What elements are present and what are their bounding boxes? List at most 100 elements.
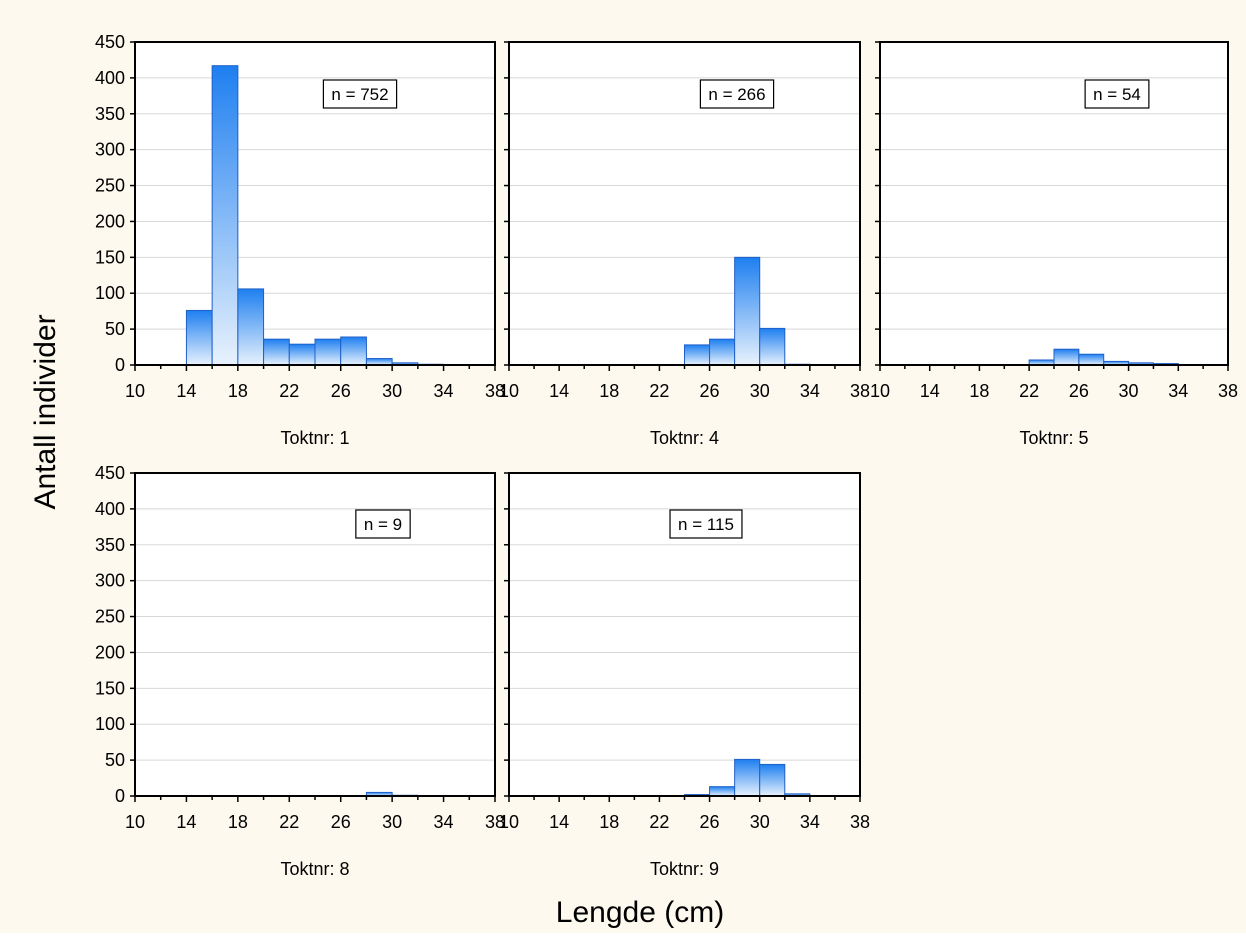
plot-area [509, 42, 860, 365]
plot-area [135, 473, 495, 796]
histogram-bar [734, 758, 761, 797]
x-tick-label: 30 [1119, 381, 1139, 401]
y-tick-label: 200 [95, 642, 125, 662]
x-tick-label: 10 [870, 381, 890, 401]
x-tick-label: 18 [969, 381, 989, 401]
sample-size-box [322, 79, 398, 109]
y-tick-label: 150 [95, 247, 125, 267]
x-tick-label: 26 [700, 812, 720, 832]
x-tick-label: 14 [176, 381, 196, 401]
x-tick-label: 38 [850, 381, 870, 401]
x-tick-label: 22 [1019, 381, 1039, 401]
y-tick-label: 200 [95, 211, 125, 231]
y-tick-label: 300 [95, 571, 125, 591]
histogram-bar [734, 256, 761, 366]
histogram-panel-1: 10 14 18 22 26 30 34 38 0 50 100 150 200 250 300 350 400… [95, 32, 505, 448]
x-tick-label: 30 [750, 812, 770, 832]
x-tick-label: 34 [800, 381, 820, 401]
y-tick-label: 350 [95, 535, 125, 555]
histogram-panel-5: 10 14 18 22 26 30 34 38 Toktnr: 9 n = 115 [499, 472, 870, 879]
x-tick-label: 34 [434, 381, 454, 401]
y-tick-label: 100 [95, 714, 125, 734]
histogram-bar [211, 65, 239, 366]
histogram-bar [1078, 353, 1105, 366]
x-tick-label: 14 [176, 812, 196, 832]
histogram-panel-3: 10 14 18 22 26 30 34 38 Toktnr: 5 n = 54 [870, 41, 1238, 448]
panel-title: Toktnr: 9 [650, 859, 719, 879]
y-tick-label: 450 [95, 32, 125, 52]
histogram-panel-2: 10 14 18 22 26 30 34 38 Toktnr: 4 n = 266 [499, 41, 870, 448]
panel-title: Toktnr: 4 [650, 428, 719, 448]
histogram-bar [759, 327, 786, 366]
x-tick-label: 18 [599, 381, 619, 401]
x-tick-label: 22 [649, 812, 669, 832]
histogram-bar [288, 343, 316, 366]
x-tick-label: 10 [125, 381, 145, 401]
x-tick-label: 38 [1218, 381, 1238, 401]
histogram-bar [263, 338, 290, 366]
x-tick-label: 10 [125, 812, 145, 832]
x-tick-label: 10 [499, 812, 519, 832]
x-tick-label: 38 [485, 381, 505, 401]
x-tick-label: 30 [750, 381, 770, 401]
y-tick-label: 450 [95, 463, 125, 483]
sample-size-box [1084, 79, 1150, 109]
plot-area [880, 42, 1228, 365]
histogram-bar [185, 309, 213, 366]
x-tick-label: 34 [1168, 381, 1188, 401]
x-tick-label: 10 [499, 381, 519, 401]
x-tick-label: 22 [279, 812, 299, 832]
y-axis-label: Antall individer [29, 314, 62, 509]
y-tick-label: 100 [95, 283, 125, 303]
x-tick-label: 26 [1069, 381, 1089, 401]
x-tick-label: 34 [434, 812, 454, 832]
y-tick-label: 50 [105, 750, 125, 770]
x-tick-label: 18 [228, 812, 248, 832]
sample-size-label: n = 54 [1093, 85, 1141, 104]
panel-title: Toktnr: 1 [280, 428, 349, 448]
sample-size-box [699, 79, 775, 109]
y-tick-label: 0 [115, 786, 125, 806]
x-axis-label: Lengde (cm) [556, 896, 724, 929]
histogram-bar [709, 338, 736, 366]
y-tick-label: 400 [95, 499, 125, 519]
x-tick-label: 22 [649, 381, 669, 401]
sample-size-box [355, 509, 411, 539]
histogram-panel-4: 10 14 18 22 26 30 34 38 0 50 100 150 200 250 300 350 400… [95, 463, 505, 879]
x-tick-label: 26 [331, 381, 351, 401]
x-tick-label: 30 [382, 812, 402, 832]
panel-title: Toktnr: 8 [280, 859, 349, 879]
y-tick-label: 150 [95, 678, 125, 698]
y-tick-label: 400 [95, 68, 125, 88]
y-tick-label: 50 [105, 319, 125, 339]
sample-size-label: n = 115 [678, 515, 734, 534]
histogram-bar [684, 344, 711, 366]
x-tick-label: 22 [279, 381, 299, 401]
sample-size-label: n = 9 [364, 515, 402, 534]
histogram-bar [314, 338, 342, 366]
y-tick-label: 300 [95, 140, 125, 160]
y-tick-label: 0 [115, 355, 125, 375]
y-tick-label: 250 [95, 176, 125, 196]
histogram-bar [340, 336, 367, 366]
x-tick-label: 34 [800, 812, 820, 832]
sample-size-box [669, 509, 743, 539]
x-tick-label: 26 [700, 381, 720, 401]
histogram-bar [1053, 348, 1080, 366]
x-tick-label: 38 [485, 812, 505, 832]
x-tick-label: 14 [549, 381, 569, 401]
y-tick-label: 350 [95, 104, 125, 124]
x-tick-label: 26 [331, 812, 351, 832]
sample-size-label: n = 752 [331, 85, 388, 104]
x-tick-label: 14 [920, 381, 940, 401]
x-tick-label: 18 [599, 812, 619, 832]
histogram-bar [759, 763, 786, 797]
histogram-bar [709, 786, 736, 797]
x-tick-label: 30 [382, 381, 402, 401]
y-tick-label: 250 [95, 607, 125, 627]
x-tick-label: 14 [549, 812, 569, 832]
histogram-bar [237, 288, 265, 366]
sample-size-label: n = 266 [708, 85, 765, 104]
